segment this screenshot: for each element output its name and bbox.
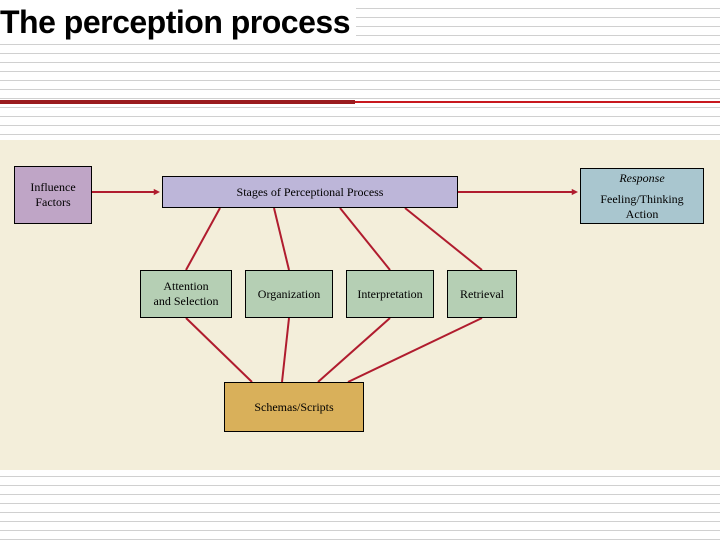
box-response-line3: Action	[626, 207, 659, 222]
box-label: Organization	[258, 287, 320, 302]
divider	[0, 100, 720, 104]
slide: The perception process InfluenceFactors …	[0, 0, 720, 540]
divider-left	[0, 100, 355, 104]
box-organization: Organization	[245, 270, 333, 318]
box-stages: Stages of Perceptional Process	[162, 176, 458, 208]
box-label: Schemas/Scripts	[254, 400, 333, 415]
box-label: InfluenceFactors	[30, 180, 75, 210]
box-response: Response Feeling/Thinking Action	[580, 168, 704, 224]
box-label: Stages of Perceptional Process	[237, 185, 384, 200]
box-retrieval: Retrieval	[447, 270, 517, 318]
box-label: Attentionand Selection	[154, 279, 219, 309]
box-influence-factors: InfluenceFactors	[14, 166, 92, 224]
box-attention: Attentionand Selection	[140, 270, 232, 318]
box-interpretation: Interpretation	[346, 270, 434, 318]
box-response-title: Response	[619, 171, 664, 186]
box-label: Interpretation	[357, 287, 422, 302]
divider-right	[355, 101, 720, 103]
box-schemas: Schemas/Scripts	[224, 382, 364, 432]
diagram-panel: InfluenceFactors Stages of Perceptional …	[0, 140, 720, 470]
slide-title: The perception process	[0, 2, 356, 43]
box-label: Retrieval	[460, 287, 504, 302]
box-response-line2: Feeling/Thinking	[600, 192, 683, 207]
